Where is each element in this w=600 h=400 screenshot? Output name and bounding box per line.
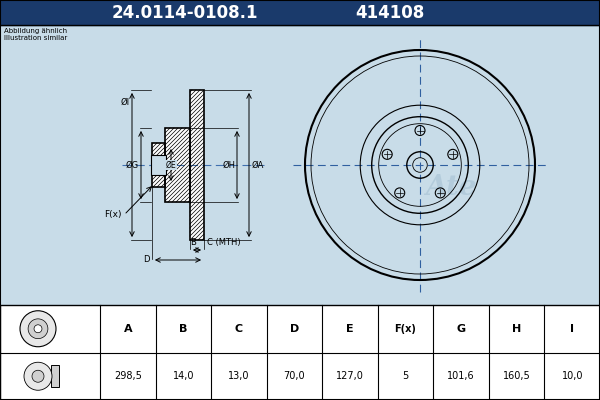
Text: 70,0: 70,0 xyxy=(284,371,305,381)
Text: ØG: ØG xyxy=(126,160,139,170)
Bar xyxy=(151,155,166,175)
Text: 5: 5 xyxy=(403,371,409,381)
Bar xyxy=(165,128,190,202)
Bar xyxy=(190,90,204,240)
Text: 14,0: 14,0 xyxy=(173,371,194,381)
Text: D: D xyxy=(143,256,150,264)
Text: B: B xyxy=(190,238,196,247)
Text: G: G xyxy=(457,324,466,334)
Text: Ate: Ate xyxy=(425,174,476,201)
Bar xyxy=(165,128,190,202)
Circle shape xyxy=(34,325,42,333)
Bar xyxy=(0,0,600,25)
Text: ØI: ØI xyxy=(121,98,130,106)
Bar xyxy=(152,143,165,187)
Circle shape xyxy=(28,319,48,339)
Text: 13,0: 13,0 xyxy=(228,371,250,381)
Bar xyxy=(0,25,600,305)
Text: I: I xyxy=(570,324,574,334)
Bar xyxy=(152,143,165,187)
Text: Illustration similar: Illustration similar xyxy=(4,35,67,41)
Circle shape xyxy=(20,311,56,347)
Text: 127,0: 127,0 xyxy=(336,371,364,381)
Bar xyxy=(0,305,600,400)
Text: 101,6: 101,6 xyxy=(447,371,475,381)
Text: 414108: 414108 xyxy=(355,4,425,22)
Text: Abbildung ähnlich: Abbildung ähnlich xyxy=(4,28,67,34)
Text: H: H xyxy=(512,324,521,334)
Bar xyxy=(51,365,59,387)
Text: F(x): F(x) xyxy=(395,324,416,334)
Text: E: E xyxy=(346,324,354,334)
Circle shape xyxy=(24,362,52,390)
Circle shape xyxy=(32,370,44,382)
Text: 10,0: 10,0 xyxy=(562,371,583,381)
Text: ØA: ØA xyxy=(252,160,265,170)
Text: F(x): F(x) xyxy=(104,210,122,220)
Text: B: B xyxy=(179,324,188,334)
Text: ØE: ØE xyxy=(166,160,176,170)
Text: 160,5: 160,5 xyxy=(503,371,530,381)
Text: ØH: ØH xyxy=(223,160,236,170)
Text: C (MTH): C (MTH) xyxy=(207,238,241,247)
Text: C: C xyxy=(235,324,243,334)
Text: 24.0114-0108.1: 24.0114-0108.1 xyxy=(112,4,258,22)
Bar xyxy=(190,90,204,240)
Text: A: A xyxy=(124,324,132,334)
Text: D: D xyxy=(290,324,299,334)
Text: 298,5: 298,5 xyxy=(114,371,142,381)
